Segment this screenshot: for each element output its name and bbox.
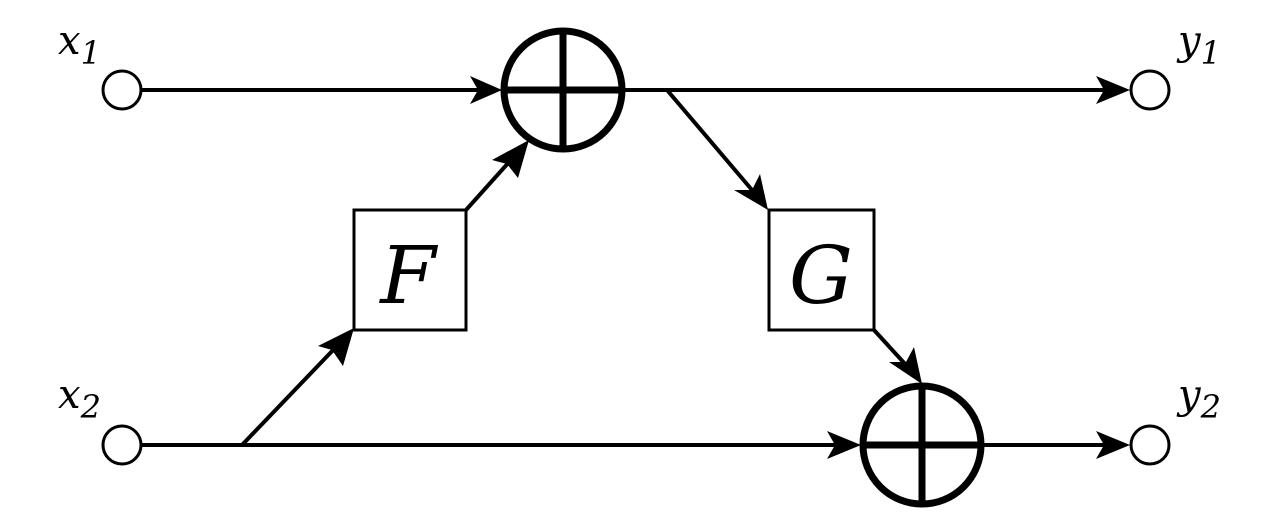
arrowhead-into-bottom-sum [827,431,861,459]
input-x2-node [101,424,143,466]
output-y2-label: y2 [1176,372,1221,426]
wire-top-branch-to-g [665,88,754,192]
input-x1-node [101,69,143,111]
arrowhead-into-top-sum [470,76,502,104]
wire-f-to-top-sum [464,159,512,212]
arrowhead-into-y2 [1096,431,1130,459]
arrowhead-into-f [318,328,354,366]
block-g: G [767,208,876,332]
block-g-label: G [789,229,853,322]
sum-junction-bottom [859,382,985,508]
wire-x2-branch-to-f [240,345,338,447]
output-y2-node [1129,424,1171,466]
output-y1-label: y1 [1176,18,1221,72]
wire-g-to-bottom-sum [872,328,908,367]
arrowhead-into-top-sum-from-f [492,140,529,178]
arrowhead-into-bottom-sum-from-g [889,347,922,384]
input-x2-label: x2 [58,372,101,426]
arrowhead-into-g [734,174,768,210]
output-y1-node [1129,69,1171,111]
block-f: F [352,208,468,332]
block-f-label: F [378,229,438,322]
arrowhead-into-y1 [1096,76,1130,104]
sum-junction-top [500,27,626,153]
input-x1-label: x1 [58,18,101,72]
